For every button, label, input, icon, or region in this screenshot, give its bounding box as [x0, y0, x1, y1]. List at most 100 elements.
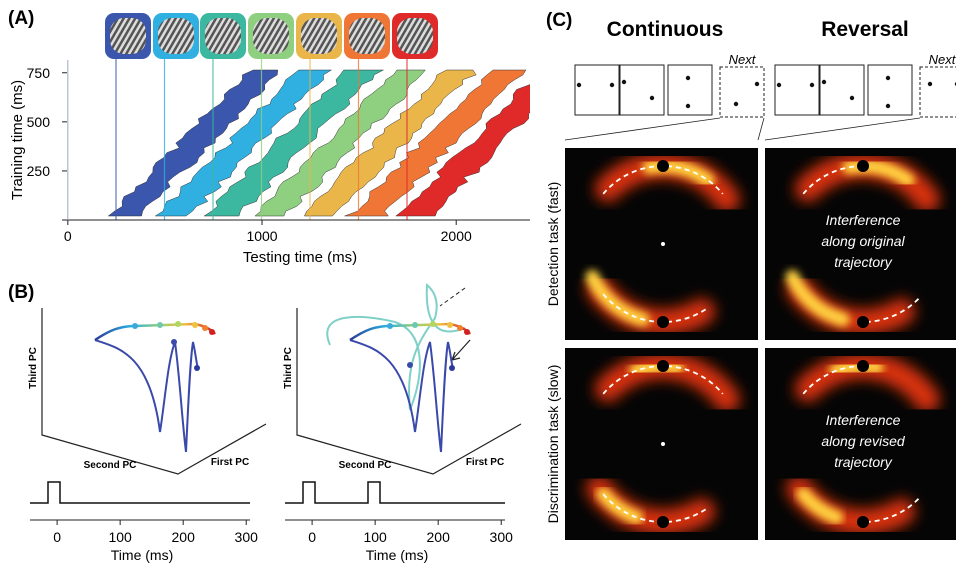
x-axis-title: Time (ms): [111, 547, 173, 563]
next-label: Next: [729, 52, 757, 67]
trial-card: [619, 64, 665, 116]
stimulus-grating: [110, 18, 146, 54]
trial-card: [867, 64, 913, 116]
state-dot: [464, 329, 470, 335]
next-card: [719, 66, 765, 118]
y-tick-label: 750: [27, 65, 51, 81]
fixation: [661, 242, 665, 246]
heatmap: [565, 148, 758, 340]
state-dot: [449, 365, 455, 371]
y-tick-label: 250: [27, 163, 51, 179]
state-dot: [202, 325, 208, 331]
panel-label: (C): [546, 10, 572, 31]
card-dot: [776, 82, 782, 88]
axis-label: Third PC: [283, 347, 294, 389]
y-axis-title: Training time (ms): [9, 80, 26, 200]
heatmap: Interference along original trajectory: [765, 148, 956, 340]
trajectory-arrow: [865, 295, 922, 323]
stimulus-grating: [301, 18, 337, 54]
column-title: Continuous: [607, 18, 724, 41]
state-dot: [209, 329, 215, 335]
x-tick-label: 200: [172, 529, 196, 545]
zoom-lines: [564, 117, 765, 141]
panel-label: (A): [8, 8, 34, 29]
panel-b: Third PC Second PC First PC 0 100 200 300 Time …: [28, 282, 522, 563]
x-tick-label: 100: [108, 529, 132, 545]
card-dot: [885, 103, 891, 109]
trial-card: [667, 64, 713, 116]
row-label: Discrimination task (slow): [545, 365, 561, 524]
x-tick-label: 300: [235, 529, 259, 545]
annotation: along revised: [821, 433, 905, 449]
position-dot: [857, 360, 869, 372]
annotation: trajectory: [834, 254, 893, 270]
card-dot: [754, 81, 760, 87]
card-dot: [809, 82, 815, 88]
activity-core: [829, 359, 884, 378]
card-dot: [576, 82, 582, 88]
x-tick-label: 200: [427, 529, 451, 545]
trajectory: [94, 339, 199, 453]
annotation: trajectory: [834, 454, 893, 470]
stimulus-grating: [205, 18, 241, 54]
arrow: [451, 339, 471, 361]
x-tick-label: 0: [53, 529, 61, 545]
state-dot: [171, 339, 177, 345]
x-tick-label: 100: [363, 529, 387, 545]
decoding-blob: [203, 69, 384, 217]
pc-plot: Third PC Second PC First PC 0 100 200 300 Time …: [283, 282, 522, 563]
card-dot: [849, 95, 855, 101]
x-axis-title: Time (ms): [366, 547, 428, 563]
axis-label: Second PC: [84, 460, 137, 471]
card-dot: [609, 82, 615, 88]
trajectory-arrow: [602, 293, 709, 323]
axis-label: Second PC: [339, 460, 392, 471]
position-dot: [657, 360, 669, 372]
decoding-blob: [344, 69, 527, 217]
panel-label: (B): [8, 282, 34, 303]
next-label: Next: [929, 52, 956, 67]
decoding-blob: [304, 69, 477, 217]
position-dot: [657, 516, 669, 528]
pc-plot: Third PC Second PC First PC 0 100 200 300 Time …: [28, 308, 267, 563]
trajectory-arrow: [865, 495, 922, 523]
position-dot: [857, 160, 869, 172]
stimulus-trace: [30, 481, 250, 504]
card-dot: [733, 101, 739, 107]
next-card: [919, 66, 956, 118]
x-axis-title: Testing time (ms): [243, 249, 357, 266]
activity-core: [785, 269, 850, 327]
position-dot: [857, 316, 869, 328]
stimulus-trace: [285, 481, 505, 504]
zoom-lines: [764, 117, 921, 141]
trial-card: [574, 64, 620, 116]
panel-c: Continuous Next Detection task (fast) Discr…: [545, 18, 956, 540]
card-dot: [621, 79, 627, 85]
heatmap: Interference along revised trajectory: [765, 348, 956, 540]
stimulus-grating: [397, 18, 433, 54]
state-dot: [430, 321, 436, 327]
y-tick-label: 500: [27, 114, 51, 130]
card-dot: [685, 103, 691, 109]
pc-axes: [41, 308, 267, 475]
state-dot: [175, 321, 181, 327]
card-dot: [885, 75, 891, 81]
state-dot: [387, 323, 393, 329]
row-label: Detection task (fast): [545, 182, 561, 307]
stimulus-grating: [349, 18, 385, 54]
arrow: [439, 287, 466, 307]
position-dot: [657, 316, 669, 328]
state-dot: [457, 325, 463, 331]
column-title: Reversal: [821, 18, 909, 41]
heatmap: [565, 348, 758, 540]
trajectory-arrow: [602, 493, 709, 523]
position-dot: [657, 160, 669, 172]
panel-a: 0 1000 2000 250 500 750 Testing time (ms) Train…: [9, 13, 530, 266]
x-tick-label: 1000: [246, 228, 277, 244]
decoding-blob: [107, 69, 278, 217]
annotation: Interference: [826, 412, 901, 428]
trial-card: [819, 64, 865, 116]
state-dot: [447, 322, 453, 328]
stimulus-grating: [253, 18, 289, 54]
activity-core: [842, 159, 915, 188]
